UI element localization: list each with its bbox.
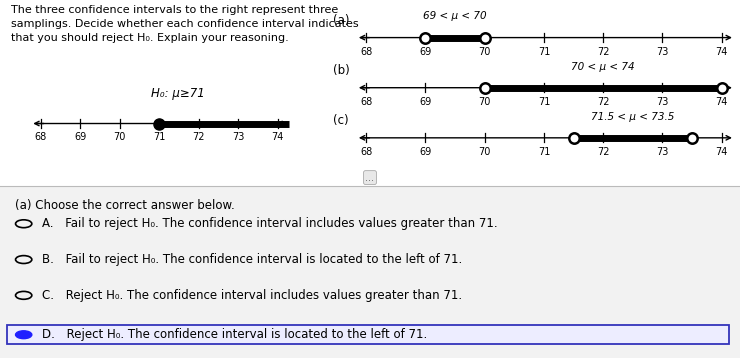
Text: 70: 70 [113, 132, 126, 142]
Text: (c): (c) [333, 114, 349, 127]
Text: 71: 71 [153, 132, 165, 142]
Text: 73: 73 [232, 132, 244, 142]
FancyBboxPatch shape [7, 325, 729, 344]
Text: D. Reject H₀. The confidence interval is located to the left of 71.: D. Reject H₀. The confidence interval is… [42, 328, 428, 341]
Text: 71.5 < μ < 73.5: 71.5 < μ < 73.5 [591, 112, 674, 122]
Text: C. Reject H₀. The confidence interval includes values greater than 71.: C. Reject H₀. The confidence interval in… [42, 289, 462, 302]
Text: (a): (a) [333, 14, 349, 27]
Circle shape [16, 331, 32, 339]
Text: H₀: μ≥71: H₀: μ≥71 [151, 87, 204, 100]
Text: 70: 70 [479, 147, 491, 157]
Text: 69: 69 [74, 132, 87, 142]
Text: 68: 68 [360, 47, 372, 57]
Text: 68: 68 [360, 97, 372, 107]
Text: 74: 74 [716, 97, 727, 107]
Text: 73: 73 [656, 47, 668, 57]
Text: 68: 68 [35, 132, 47, 142]
Text: 72: 72 [597, 47, 609, 57]
Text: 72: 72 [597, 97, 609, 107]
Text: A. Fail to reject H₀. The confidence interval includes values greater than 71.: A. Fail to reject H₀. The confidence int… [42, 217, 498, 230]
Text: (b): (b) [333, 64, 350, 77]
Text: 71: 71 [538, 147, 550, 157]
Text: The three confidence intervals to the right represent three
samplings. Decide wh: The three confidence intervals to the ri… [11, 5, 359, 43]
Text: 69: 69 [420, 47, 431, 57]
Text: 69: 69 [420, 97, 431, 107]
Bar [0, 0, 740, 186]
Text: 72: 72 [597, 147, 609, 157]
Text: (a) Choose the correct answer below.: (a) Choose the correct answer below. [15, 199, 235, 212]
Text: 70 < μ < 74: 70 < μ < 74 [571, 62, 635, 72]
Bar [0, 186, 740, 358]
Text: 73: 73 [656, 97, 668, 107]
Text: 69 < μ < 70: 69 < μ < 70 [423, 11, 487, 21]
Text: 74: 74 [716, 47, 727, 57]
Text: 70: 70 [479, 47, 491, 57]
Text: 74: 74 [716, 147, 727, 157]
Text: 72: 72 [192, 132, 205, 142]
Text: 73: 73 [656, 147, 668, 157]
Text: 74: 74 [272, 132, 283, 142]
Text: 70: 70 [479, 97, 491, 107]
Text: 68: 68 [360, 147, 372, 157]
Text: ...: ... [366, 173, 374, 183]
Text: 69: 69 [420, 147, 431, 157]
Text: 71: 71 [538, 97, 550, 107]
Text: 71: 71 [538, 47, 550, 57]
Text: B. Fail to reject H₀. The confidence interval is located to the left of 71.: B. Fail to reject H₀. The confidence int… [42, 253, 462, 266]
